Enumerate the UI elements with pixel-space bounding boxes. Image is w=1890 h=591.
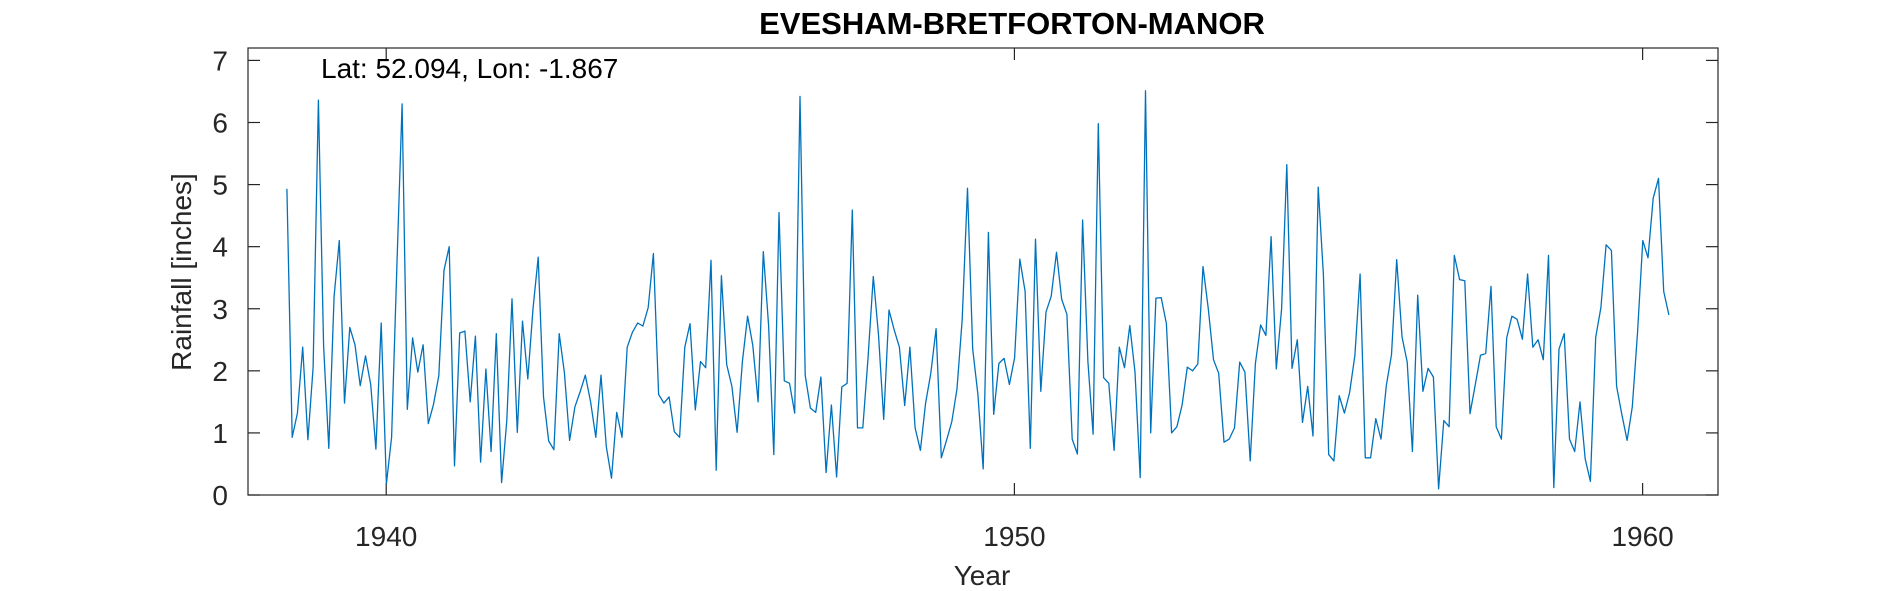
y-tick-label: 1 [212,418,228,449]
x-axis-label: Year [954,560,1011,591]
x-tick-label: 1950 [983,521,1045,552]
x-tick-label: 1940 [355,521,417,552]
y-axis-ticks: 0 1 2 3 4 5 6 7 [212,45,1718,511]
series-layer [286,90,1670,490]
y-tick-label: 4 [212,232,228,263]
plot-box [247,47,1719,496]
y-tick-label: 6 [212,108,228,139]
y-tick-label: 0 [212,480,228,511]
y-tick-label: 2 [212,356,228,387]
chart-title: EVESHAM-BRETFORTON-MANOR [759,6,1265,41]
y-tick-label: 7 [212,45,228,76]
x-tick-label: 1960 [1611,521,1673,552]
x-axis-ticks: 1940 1950 1960 [355,48,1674,552]
y-axis-label: Rainfall [inches] [166,173,197,371]
y-tick-label: 3 [212,294,228,325]
plot-frame [247,47,1719,496]
y-tick-label: 5 [212,170,228,201]
rainfall-series-line [286,90,1670,490]
station-coordinates-annotation: Lat: 52.094, Lon: -1.867 [321,53,618,84]
